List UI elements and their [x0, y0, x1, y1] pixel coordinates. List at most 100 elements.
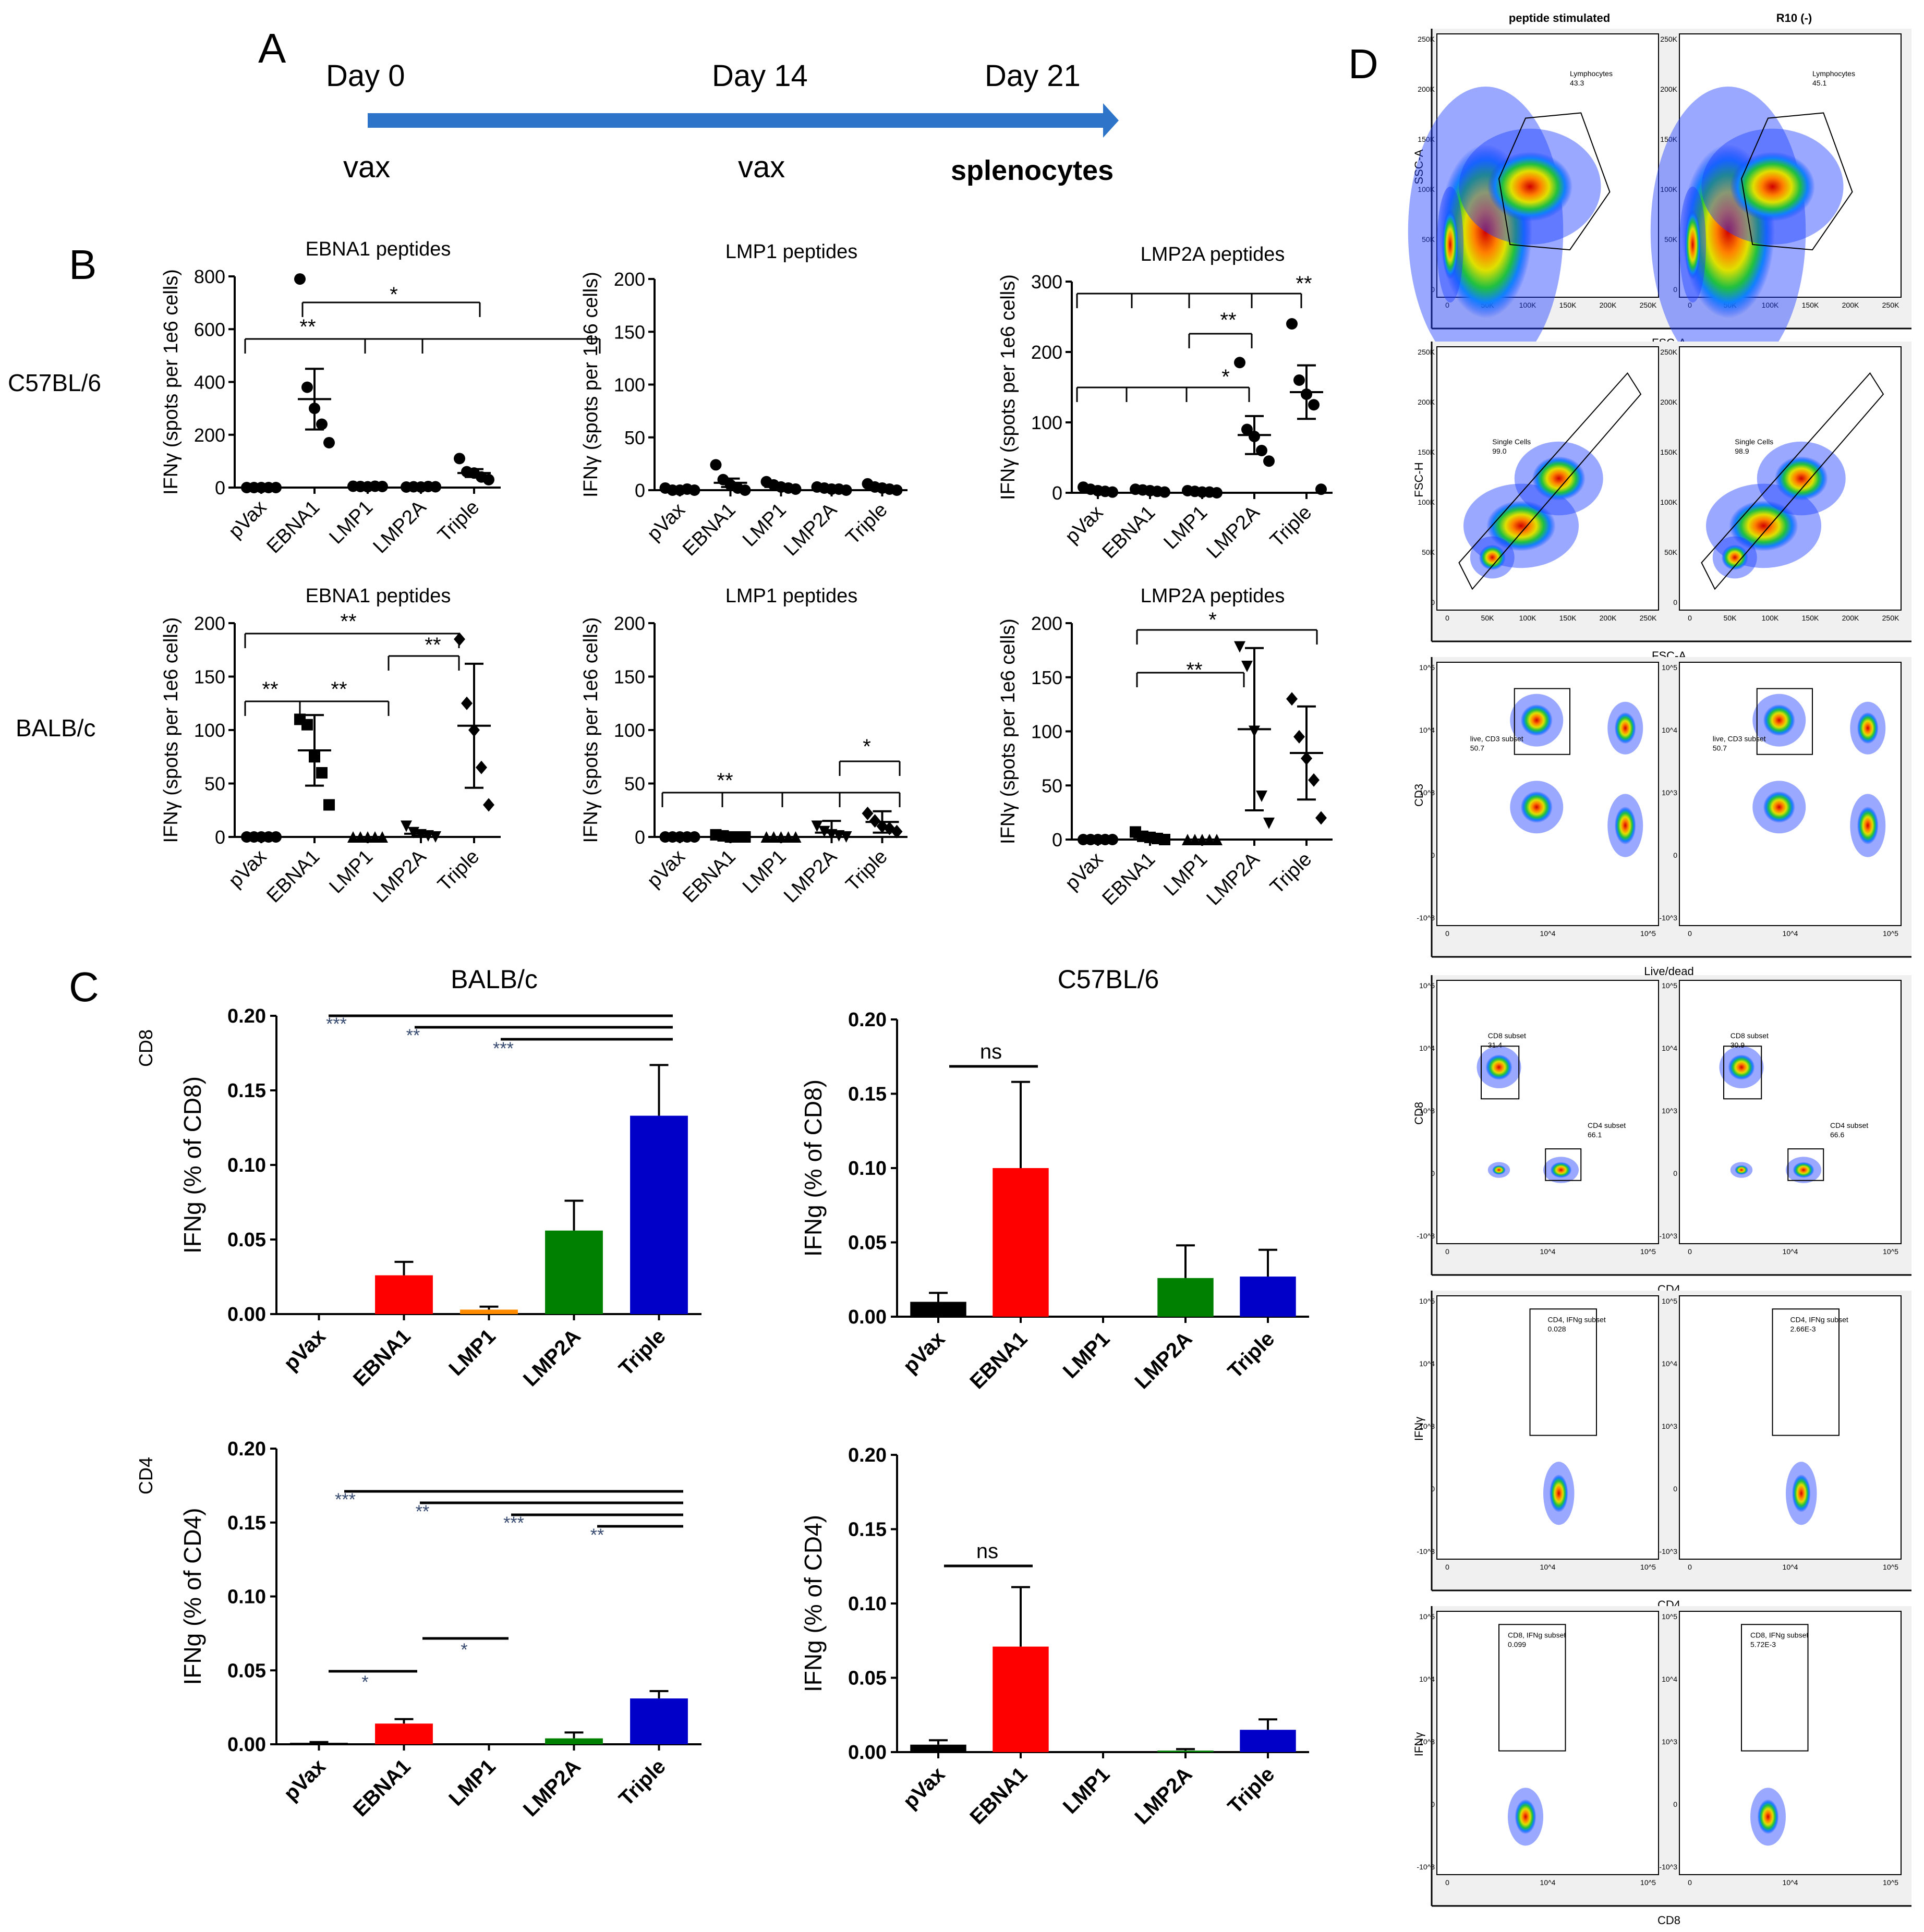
flow-x-tick-label: 250K — [1640, 301, 1657, 309]
y-tick-label: 400 — [194, 372, 225, 393]
flow-y-tick-label: 10^5 — [1662, 981, 1677, 990]
flow-y-tick-label: 100K — [1660, 498, 1677, 506]
y-tick-label: 200 — [194, 424, 225, 446]
flow-y-tick-label: 10^3 — [1662, 1737, 1677, 1746]
data-point — [454, 453, 465, 465]
flow-y-axis-label: IFNγ — [1412, 1732, 1425, 1756]
flow-gate — [1741, 1624, 1809, 1752]
chart-title: LMP1 peptides — [725, 585, 858, 607]
significance-label: ** — [425, 634, 441, 657]
flow-population-density — [1857, 712, 1879, 744]
flow-x-tick-label: 10^5 — [1640, 1247, 1656, 1256]
significance-label: ** — [331, 678, 347, 701]
bar-pvax — [290, 1743, 348, 1744]
flow-gate-label: CD8, IFNg subset — [1508, 1631, 1566, 1639]
y-tick-label: 150 — [614, 666, 645, 688]
bar-pvax — [910, 1744, 966, 1752]
flow-x-tick-label: 0 — [1688, 1563, 1692, 1571]
timeline: A Day 0 Day 14 Day 21 vax vax splenocyte… — [258, 25, 1119, 186]
panel-letter-a: A — [258, 25, 286, 71]
flow-y-tick-label: 0 — [1673, 1485, 1677, 1493]
flow-y-axis-label: FSC-H — [1412, 462, 1425, 497]
flow-gate-label: Lymphocytes — [1812, 69, 1855, 78]
y-tick-label: 0.20 — [227, 1005, 266, 1027]
x-tick-label: LMP2A — [1203, 848, 1264, 909]
data-point — [316, 418, 328, 430]
y-tick-label: 100 — [614, 720, 645, 741]
data-point — [818, 825, 830, 837]
significance-label: * — [461, 1640, 467, 1660]
timeline-arrow-shaft — [368, 113, 1108, 128]
timeline-arrow-head — [1103, 103, 1119, 138]
flow-x-tick-label: 250K — [1882, 301, 1899, 309]
data-point — [301, 719, 313, 731]
x-tick-label: Triple — [842, 846, 892, 896]
flow-x-tick-label: 150K — [1559, 614, 1577, 622]
flow-x-tick-label: 100K — [1762, 614, 1779, 622]
flow-population-density — [1792, 1474, 1811, 1513]
y-tick-label: 200 — [194, 613, 225, 634]
data-point — [811, 820, 823, 832]
x-tick-label: pVax — [280, 1325, 330, 1375]
x-tick-label: LMP1 — [325, 846, 377, 898]
flow-gate-label: CD4, IFNg subset — [1548, 1316, 1606, 1324]
timeline-day-0: Day 0 — [326, 59, 405, 93]
flow-plot-r10-control: 10^5 10^4 10^3 0 -10^3 0 10^4 10^5 live, CD3 sub… — [1659, 662, 1902, 938]
flow-x-tick-label: 10^5 — [1883, 1878, 1898, 1887]
flow-x-tick-label: 50K — [1481, 614, 1495, 622]
flow-y-tick-label: 150K — [1418, 448, 1435, 456]
flow-y-axis-label: CD3 — [1412, 784, 1425, 807]
chart-c-c57-cd8: C57BL/6 0.00 0.05 0.10 0.15 0.20 IFNg (% of CD… — [800, 965, 1309, 1393]
significance-label: * — [863, 735, 871, 758]
x-tick-label: EBNA1 — [1098, 502, 1160, 563]
x-tick-label: pVax — [224, 496, 271, 543]
flow-y-tick-label: 10^3 — [1419, 788, 1435, 797]
data-point — [1286, 692, 1298, 706]
data-point — [476, 760, 487, 774]
significance-label: ** — [1186, 659, 1202, 682]
y-tick-label: 100 — [1031, 412, 1062, 433]
y-tick-label: 150 — [614, 321, 645, 343]
flow-plot-area — [1436, 1295, 1659, 1560]
x-tick-label: pVax — [899, 1327, 949, 1378]
flow-y-tick-label: 200K — [1660, 85, 1677, 93]
data-point — [891, 484, 903, 496]
flow-x-tick-label: 200K — [1842, 614, 1859, 622]
flow-y-tick-label: 0 — [1431, 285, 1435, 294]
x-tick-label: Triple — [614, 1755, 670, 1811]
significance-label: ** — [406, 1026, 420, 1046]
bar-ebna1 — [375, 1723, 433, 1744]
significance-label: * — [1208, 609, 1217, 631]
flow-gate-label: 5.72E-3 — [1750, 1641, 1776, 1649]
flow-population-density — [1520, 791, 1553, 823]
flow-population-density — [1479, 544, 1506, 570]
y-tick-label: 0.15 — [227, 1512, 266, 1534]
flow-gate-label: CD4 subset — [1588, 1121, 1626, 1129]
flow-population-density — [1729, 152, 1816, 222]
y-tick-label: 200 — [1031, 613, 1062, 634]
significance-label: ns — [980, 1040, 1002, 1063]
flow-y-tick-label: 10^5 — [1419, 1612, 1435, 1621]
flow-gate-label: Single Cells — [1735, 438, 1773, 446]
y-tick-label: 0.10 — [848, 1593, 887, 1615]
bar-lmp2a — [1157, 1751, 1214, 1752]
flow-y-tick-label: 10^5 — [1662, 663, 1677, 672]
flow-y-tick-label: 250K — [1660, 348, 1677, 356]
flow-x-tick-label: 200K — [1842, 301, 1859, 309]
bar-ebna1 — [375, 1275, 433, 1314]
flow-plot-r10-control: 250K 200K 150K 100K 50K 0 0 50K 100K 150K 200K 250K… — [1660, 346, 1902, 622]
y-tick-label: 0.05 — [227, 1660, 266, 1682]
flow-gate — [1545, 1148, 1582, 1181]
flow-population-density — [1614, 712, 1636, 744]
flow-column-title: peptide stimulated — [1509, 11, 1610, 25]
y-axis-label: IFNγ (spots per 1e6 cells) — [997, 618, 1019, 844]
x-tick-label: EBNA1 — [263, 846, 324, 907]
flow-population-density — [1763, 791, 1795, 823]
bar-ebna1 — [993, 1168, 1049, 1317]
flow-x-tick-label: 100K — [1519, 614, 1536, 622]
data-point — [323, 799, 335, 811]
chart-b-c57-lmp1: LMP1 peptides 0 50 100 150 200 IFNγ (spots per… — [580, 241, 907, 560]
x-tick-label: LMP2A — [780, 499, 841, 560]
y-axis-label: IFNγ (spots per 1e6 cells) — [160, 617, 182, 843]
